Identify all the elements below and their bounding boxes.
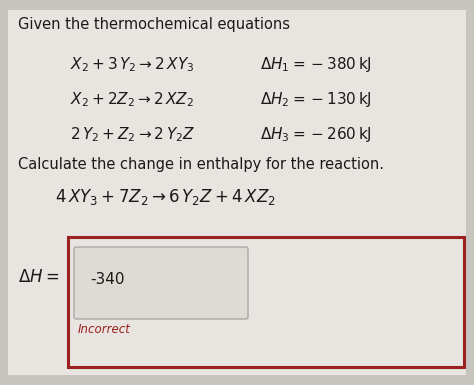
Text: $X_2 + 3\,Y_2 \rightarrow 2\,XY_3$: $X_2 + 3\,Y_2 \rightarrow 2\,XY_3$ (70, 55, 194, 74)
Text: $\Delta H_1 = -380\,\mathrm{kJ}$: $\Delta H_1 = -380\,\mathrm{kJ}$ (260, 55, 372, 74)
Text: $\Delta H =$: $\Delta H =$ (18, 268, 59, 286)
FancyBboxPatch shape (8, 10, 466, 375)
Text: Incorrect: Incorrect (78, 323, 131, 336)
Text: $4\,XY_3 + 7Z_2 \rightarrow 6\,Y_2Z + 4\,XZ_2$: $4\,XY_3 + 7Z_2 \rightarrow 6\,Y_2Z + 4\… (55, 187, 276, 207)
Text: Calculate the change in enthalpy for the reaction.: Calculate the change in enthalpy for the… (18, 157, 384, 172)
Text: $2\,Y_2 + Z_2 \rightarrow 2\,Y_2Z$: $2\,Y_2 + Z_2 \rightarrow 2\,Y_2Z$ (70, 125, 195, 144)
Text: -340: -340 (90, 271, 125, 286)
Text: $X_2 + 2Z_2 \rightarrow 2\,XZ_2$: $X_2 + 2Z_2 \rightarrow 2\,XZ_2$ (70, 90, 194, 109)
FancyBboxPatch shape (68, 237, 464, 367)
FancyBboxPatch shape (74, 247, 248, 319)
Text: Given the thermochemical equations: Given the thermochemical equations (18, 17, 290, 32)
Text: $\Delta H_3 = -260\,\mathrm{kJ}$: $\Delta H_3 = -260\,\mathrm{kJ}$ (260, 125, 372, 144)
Text: $\Delta H_2 = -130\,\mathrm{kJ}$: $\Delta H_2 = -130\,\mathrm{kJ}$ (260, 90, 372, 109)
